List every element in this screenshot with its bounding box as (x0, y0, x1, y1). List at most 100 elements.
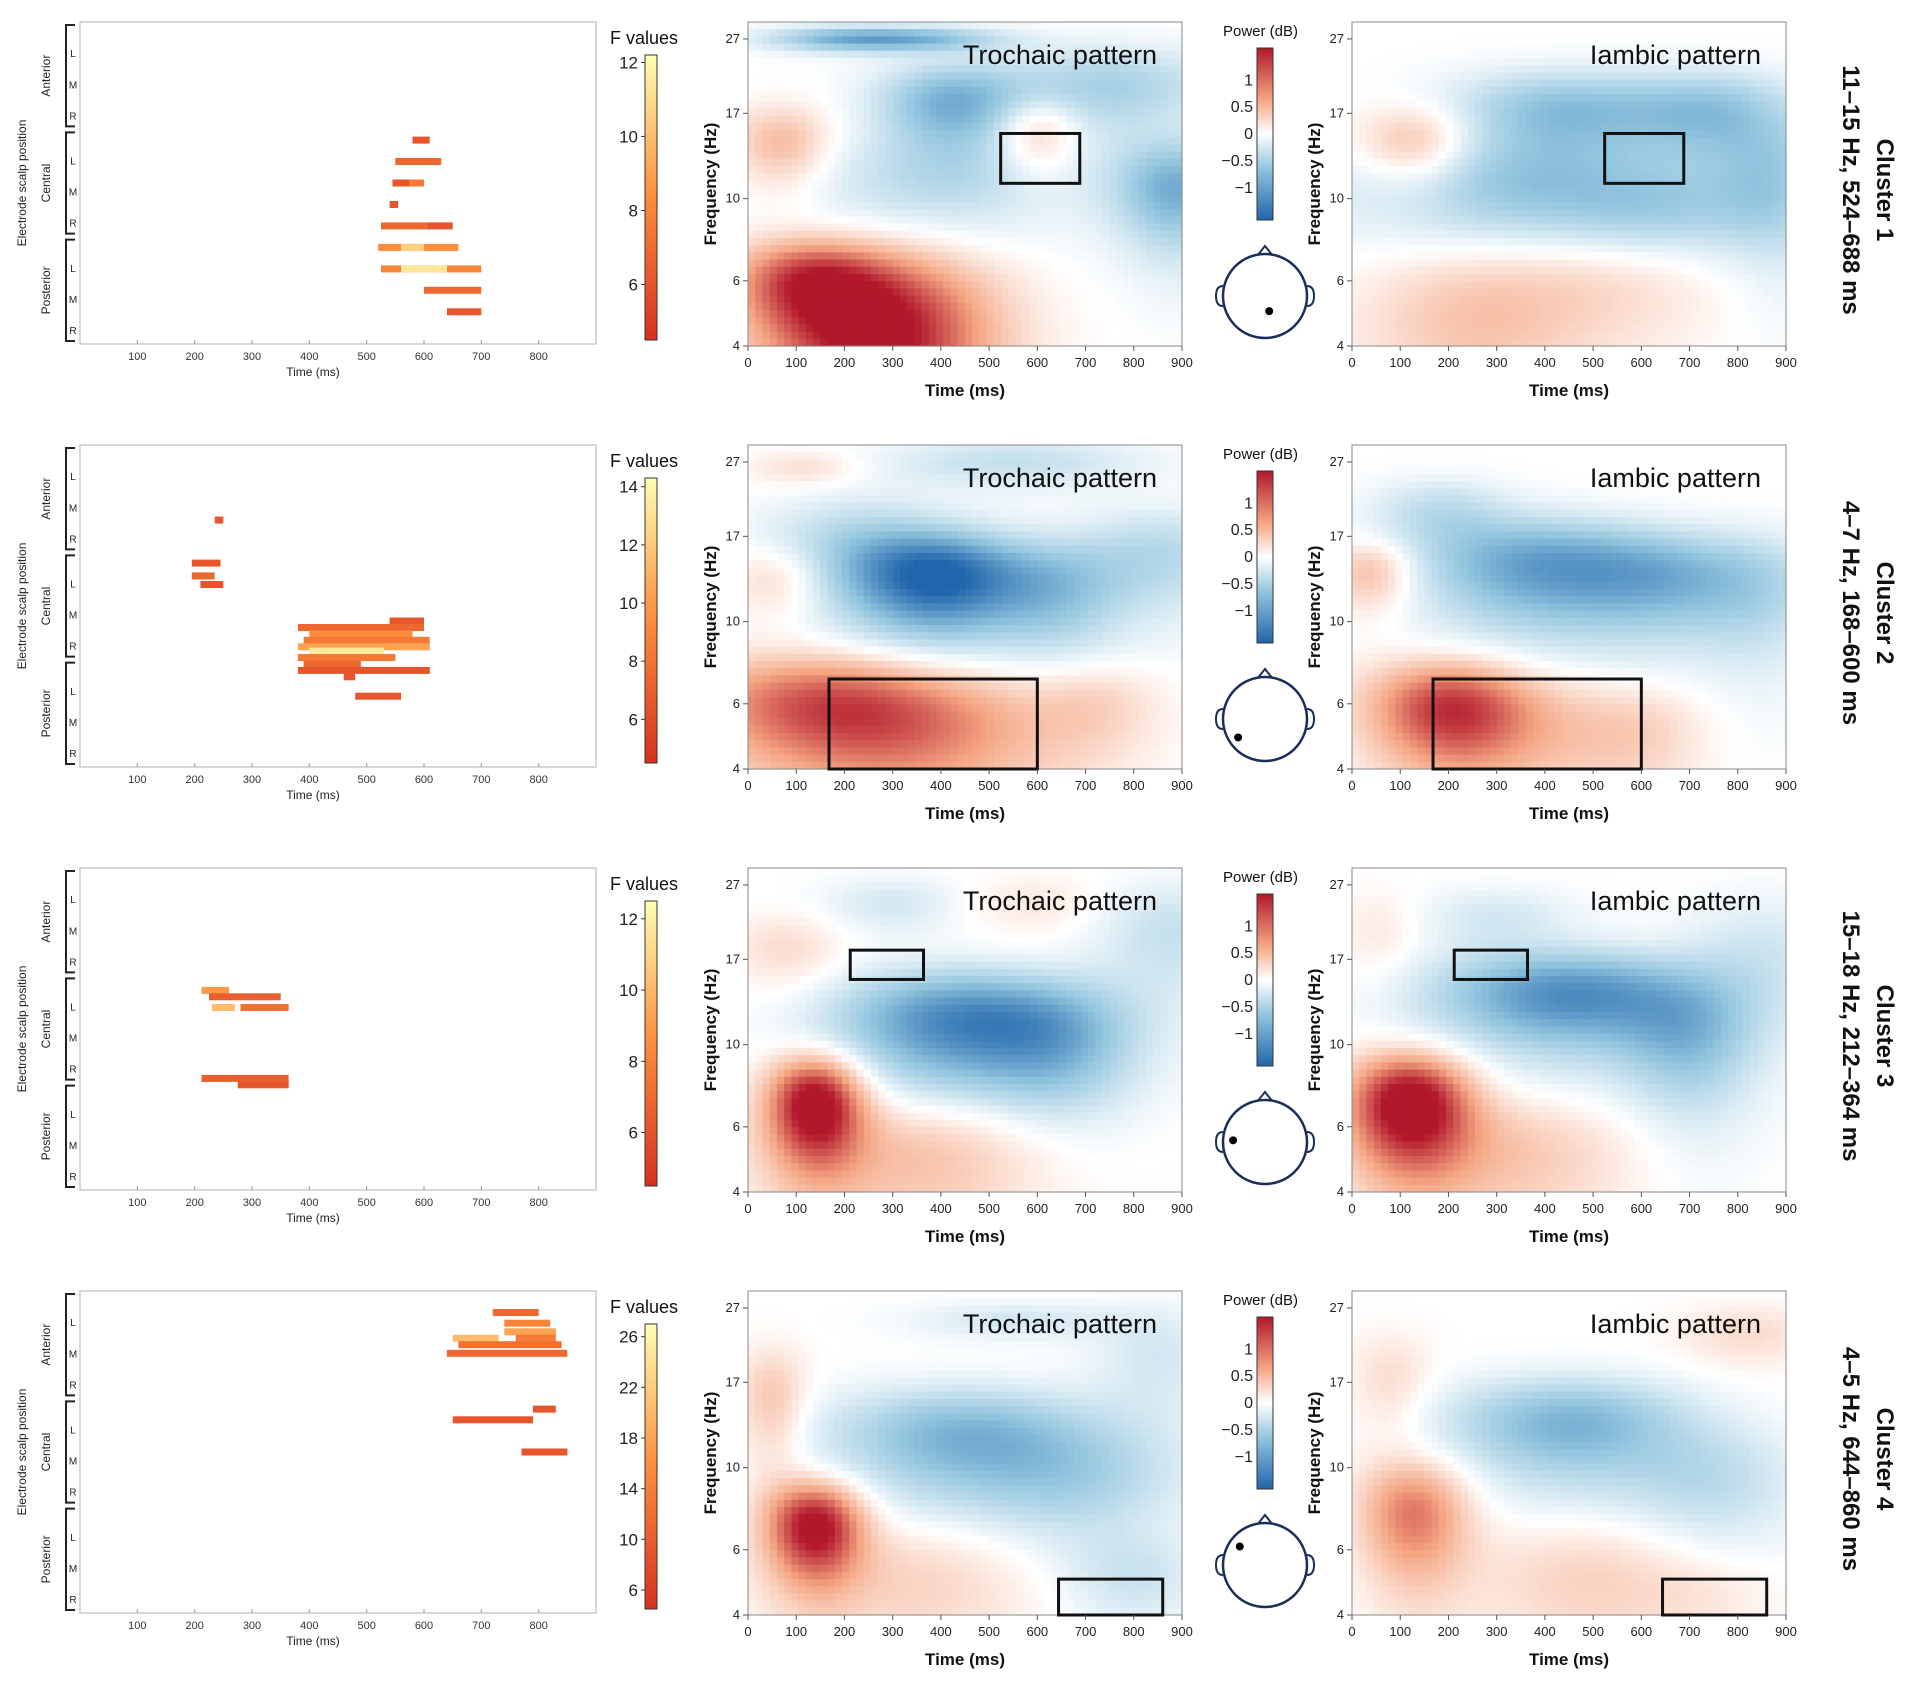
tf-cell (1381, 281, 1389, 289)
tf-cell (1562, 58, 1570, 66)
tf-cell (1533, 238, 1541, 246)
tf-cell (922, 80, 930, 88)
tf-cell (1030, 116, 1038, 124)
x-tick-label: 100 (128, 351, 146, 363)
tf-cell (813, 58, 821, 66)
tf-cell (1504, 209, 1512, 217)
tf-cell (965, 288, 973, 296)
tf-cell (1764, 65, 1772, 73)
tf-cell (1008, 339, 1016, 347)
tf-cell (813, 72, 821, 80)
tf-cell (1030, 288, 1038, 296)
tf-cell (943, 94, 951, 102)
tf-cell (1685, 152, 1693, 160)
tf-cell (929, 245, 937, 253)
tf-cell (1735, 87, 1743, 95)
tf-cell (900, 51, 908, 59)
tf-cell (1706, 130, 1714, 138)
tf-cell (1699, 195, 1707, 203)
tf-cell (1095, 267, 1103, 275)
tf-cell (1735, 94, 1743, 102)
tf-cell (842, 260, 850, 268)
tf-cell (1359, 152, 1367, 160)
tf-cell (1131, 180, 1139, 188)
tf-cell (1059, 137, 1067, 145)
lmr-label: L (70, 264, 76, 275)
tf-cell (864, 238, 872, 246)
tf-cell (1095, 166, 1103, 174)
tf-cell (777, 137, 785, 145)
tf-cell (857, 317, 865, 325)
tf-cell (1008, 202, 1016, 210)
tf-cell (1634, 159, 1642, 167)
tf-cell (1511, 80, 1519, 88)
tf-cell (958, 303, 966, 311)
tf-cell (1468, 188, 1476, 196)
tf-cell (1008, 209, 1016, 217)
tf-cell (878, 339, 886, 347)
tf-cell (1153, 94, 1161, 102)
tf-cell (1526, 202, 1534, 210)
tf-cell (1175, 22, 1183, 30)
tf-cell (893, 332, 901, 340)
tf-cell (1453, 101, 1461, 109)
tf-cell (1052, 137, 1060, 145)
tf-cell (1439, 65, 1447, 73)
tf-cell (1110, 152, 1118, 160)
tf-cell (1059, 94, 1067, 102)
tf-cell (1124, 180, 1132, 188)
tf-cell (900, 166, 908, 174)
tf-cell (799, 245, 807, 253)
tf-cell (1735, 130, 1743, 138)
tf-cell (1381, 44, 1389, 52)
tf-cell (1685, 267, 1693, 275)
tf-cell (777, 173, 785, 181)
tf-cell (1160, 123, 1168, 131)
tf-cell (1743, 116, 1751, 124)
tf-cell (1555, 94, 1563, 102)
tf-cell (1461, 267, 1469, 275)
tf-cell (972, 339, 980, 347)
tf-cell (1146, 303, 1154, 311)
tf-cell (1066, 281, 1074, 289)
tf-cell (893, 22, 901, 30)
tf-cell (813, 101, 821, 109)
tf-cell (1102, 159, 1110, 167)
tf-cell (1045, 274, 1053, 282)
tf-cell (1612, 101, 1620, 109)
tf-cell (929, 116, 937, 124)
tf-cell (864, 324, 872, 332)
tf-cell (878, 36, 886, 44)
tf-cell (943, 51, 951, 59)
tf-cell (1366, 180, 1374, 188)
tf-cell (1066, 288, 1074, 296)
tf-cell (1381, 166, 1389, 174)
tf-cell (1612, 281, 1620, 289)
tf-cell (943, 209, 951, 217)
tf-cell (1081, 324, 1089, 332)
tf-cell (1721, 252, 1729, 260)
tf-cell (1482, 180, 1490, 188)
tf-cell (972, 94, 980, 102)
tf-cell (1692, 94, 1700, 102)
tf-cell (1620, 108, 1628, 116)
tf-cell (1489, 209, 1497, 217)
tf-cell (770, 58, 778, 66)
tf-cell (1175, 152, 1183, 160)
tf-cell (813, 137, 821, 145)
tf-cell (1160, 22, 1168, 30)
tf-cell (857, 245, 865, 253)
tf-cell (1023, 209, 1031, 217)
tf-cell (1095, 238, 1103, 246)
tf-cell (1518, 36, 1526, 44)
tf-cell (1569, 238, 1577, 246)
tf-cell (1656, 80, 1664, 88)
tf-cell (922, 231, 930, 239)
tf-cell (1482, 209, 1490, 217)
raster-bar (427, 222, 453, 229)
tf-cell (813, 166, 821, 174)
tf-cell (1743, 72, 1751, 80)
tf-cell (1110, 245, 1118, 253)
tf-cell (979, 332, 987, 340)
tf-cell (1037, 123, 1045, 131)
